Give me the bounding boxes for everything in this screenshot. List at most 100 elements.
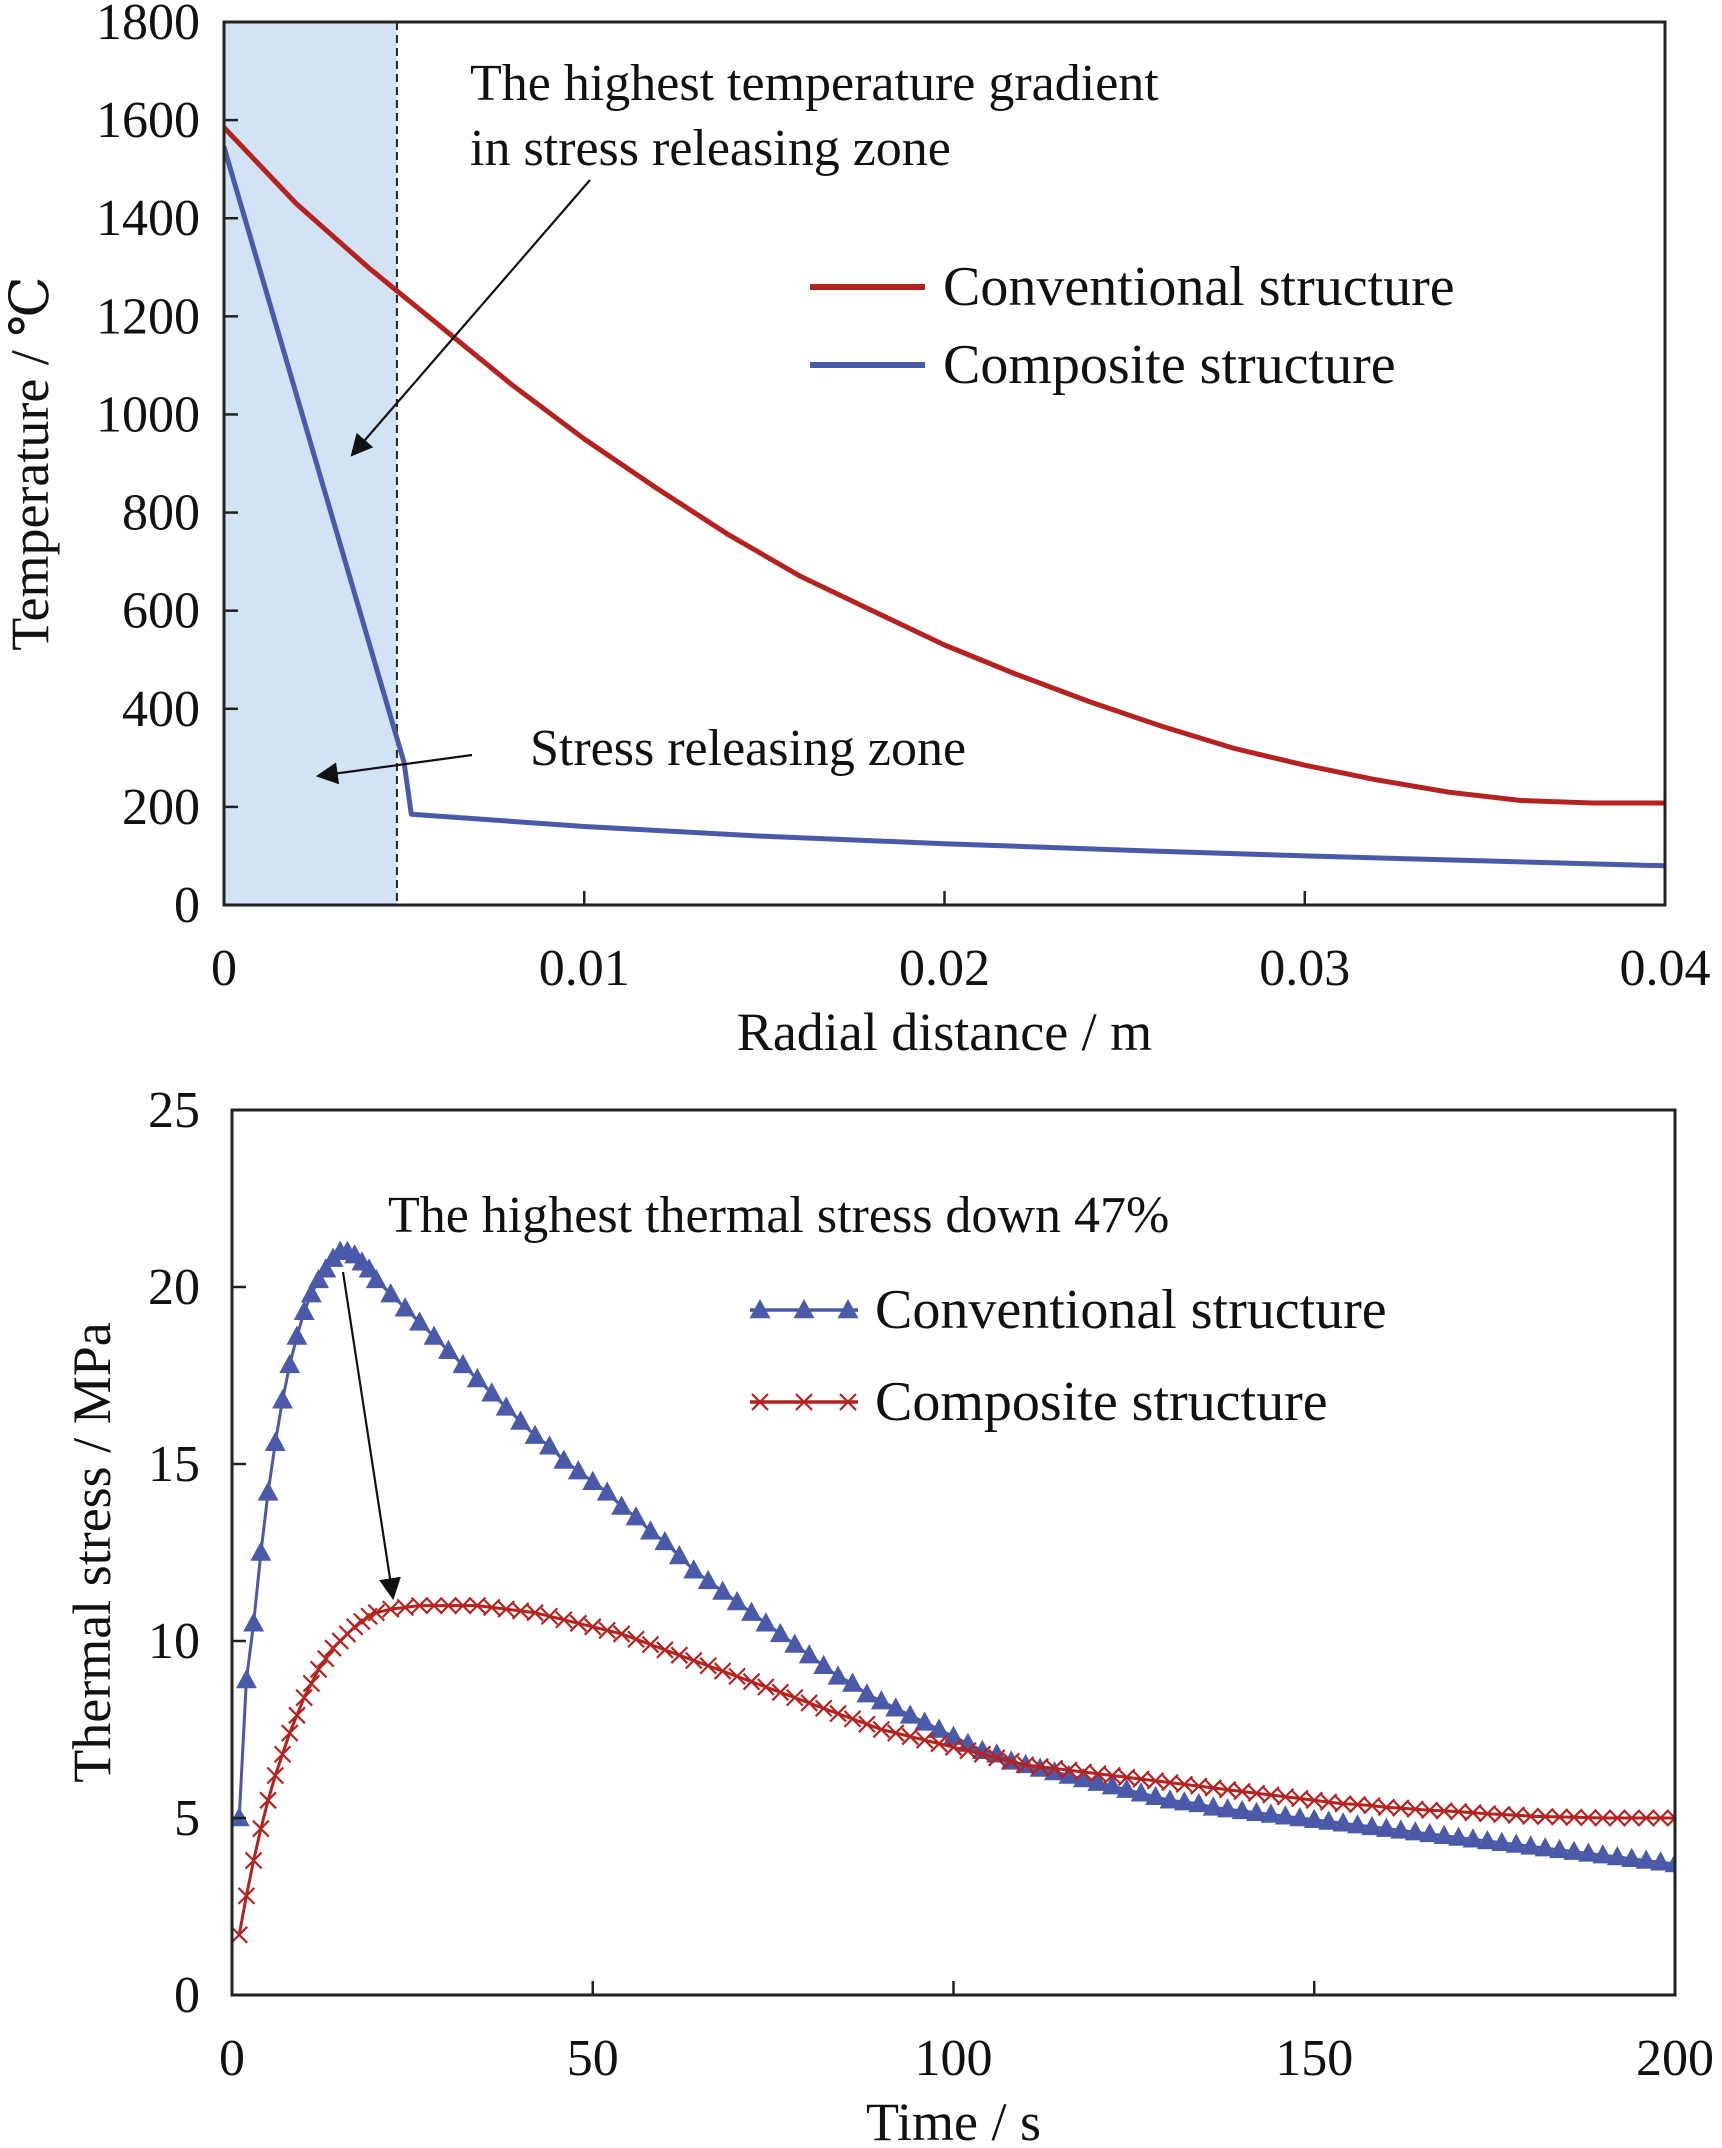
data-point-conventional — [1332, 1812, 1354, 1832]
y-tick-label: 800 — [122, 485, 200, 542]
data-point-composite — [1449, 1802, 1468, 1821]
legend-entry-composite: Composite structure — [810, 334, 1396, 396]
data-point-composite — [988, 1749, 1006, 1767]
data-point-conventional — [957, 1732, 979, 1752]
data-point-conventional — [798, 1644, 820, 1664]
data-point-conventional — [250, 1541, 272, 1561]
thermal-stress-chart: 0 50 100 150 200 0 5 10 15 20 25 Time / s Thermal st… — [62, 1082, 1714, 2148]
data-point-composite — [1291, 1789, 1309, 1808]
data-point-composite — [742, 1672, 761, 1691]
data-point-conventional — [365, 1268, 387, 1289]
data-point-conventional — [279, 1353, 301, 1374]
data-point-composite — [1565, 1808, 1583, 1827]
series-line-composite — [237, 1604, 1675, 1937]
data-point-composite — [1016, 1756, 1035, 1774]
data-point-composite — [1363, 1796, 1381, 1815]
data-point-conventional — [813, 1654, 835, 1675]
y-tick-label: 10 — [148, 1613, 200, 1670]
data-point-composite — [757, 1678, 775, 1696]
data-point-composite — [1218, 1780, 1237, 1799]
data-point-composite — [699, 1657, 717, 1675]
annotation-arrow — [341, 1271, 401, 1601]
data-point-composite — [1420, 1801, 1439, 1819]
data-point-conventional — [1361, 1815, 1383, 1836]
data-point-conventional — [640, 1520, 661, 1540]
data-point-conventional — [539, 1435, 560, 1455]
y-tick-label: 20 — [148, 1259, 200, 1316]
y-tick-label: 1600 — [96, 92, 200, 149]
data-point-conventional — [943, 1725, 964, 1745]
data-point-composite — [1074, 1763, 1093, 1781]
y-tick-label: 0 — [174, 877, 200, 934]
legend-marker — [839, 1393, 857, 1411]
data-point-composite — [497, 1600, 515, 1618]
data-point-conventional — [726, 1591, 748, 1611]
annotation-text: The highest thermal stress down 47% — [388, 1187, 1169, 1244]
x-tick-label: 0.04 — [1620, 940, 1711, 997]
data-point-composite — [1550, 1808, 1569, 1826]
data-point-conventional — [286, 1325, 308, 1345]
x-tick-label: 0 — [219, 2030, 245, 2087]
data-point-conventional — [272, 1389, 293, 1409]
data-point-composite — [1622, 1809, 1641, 1827]
data-point-composite — [454, 1596, 472, 1615]
data-point-conventional — [611, 1495, 633, 1515]
data-point-conventional — [1145, 1785, 1166, 1806]
data-point-composite — [1190, 1777, 1208, 1795]
stress-releasing-zone-shading — [224, 22, 397, 905]
data-point-conventional — [264, 1431, 286, 1452]
x-tick-label: 0.02 — [899, 940, 990, 997]
data-point-conventional — [899, 1704, 921, 1724]
data-point-conventional — [1375, 1817, 1397, 1837]
legend: Conventional structure Composite structur… — [749, 1279, 1387, 1433]
y-tick-label: 1400 — [96, 190, 200, 247]
data-point-conventional — [842, 1672, 863, 1692]
data-point-conventional — [235, 1668, 257, 1689]
data-point-conventional — [423, 1325, 445, 1345]
data-point-composite — [1262, 1786, 1280, 1804]
data-point-composite — [1536, 1807, 1554, 1826]
data-point-conventional — [1534, 1837, 1556, 1857]
data-point-composite — [1348, 1795, 1367, 1814]
legend-marker — [795, 1393, 813, 1411]
data-point-composite — [425, 1596, 443, 1615]
data-point-composite — [641, 1635, 660, 1654]
x-tick-label: 50 — [567, 2030, 619, 2087]
data-point-composite — [244, 1851, 263, 1870]
data-point-composite — [295, 1688, 313, 1707]
data-point-composite — [569, 1614, 588, 1633]
legend-label: Conventional structure — [875, 1279, 1387, 1341]
data-point-conventional — [1318, 1810, 1340, 1830]
y-tick-label: 5 — [174, 1790, 200, 1847]
annotation-text: Stress releasing zone — [530, 720, 966, 777]
x-axis-label: Radial distance / m — [737, 1002, 1152, 1062]
data-point-conventional — [1491, 1831, 1513, 1852]
y-axis-label: Thermal stress / MPa — [62, 1322, 122, 1782]
data-point-composite — [1435, 1802, 1453, 1820]
data-point-conventional — [1664, 1853, 1675, 1873]
data-point-composite — [1594, 1809, 1612, 1827]
y-tick-label: 1800 — [96, 0, 200, 51]
x-tick-label: 0.01 — [539, 940, 630, 997]
series-line-composite — [224, 144, 1665, 869]
data-point-conventional — [596, 1481, 618, 1501]
annotation-text: in stress releasing zone — [470, 120, 951, 177]
data-point-conventional — [1419, 1822, 1441, 1843]
data-point-conventional — [1159, 1789, 1181, 1809]
data-point-composite — [381, 1600, 400, 1618]
data-point-composite — [959, 1741, 977, 1760]
data-point-conventional — [625, 1506, 647, 1526]
x-tick-label: 0 — [211, 940, 237, 997]
data-point-composite — [1637, 1809, 1655, 1827]
data-point-composite — [1521, 1807, 1540, 1826]
data-point-conventional — [769, 1622, 791, 1643]
data-point-composite — [800, 1694, 818, 1712]
data-point-conventional — [1650, 1851, 1672, 1871]
data-point-composite — [468, 1596, 487, 1615]
data-point-composite — [1305, 1791, 1324, 1810]
data-point-composite — [1146, 1772, 1165, 1790]
data-point-conventional — [1202, 1796, 1224, 1816]
data-point-composite — [728, 1667, 746, 1686]
data-point-conventional — [1116, 1778, 1138, 1798]
data-point-conventional — [553, 1449, 575, 1469]
